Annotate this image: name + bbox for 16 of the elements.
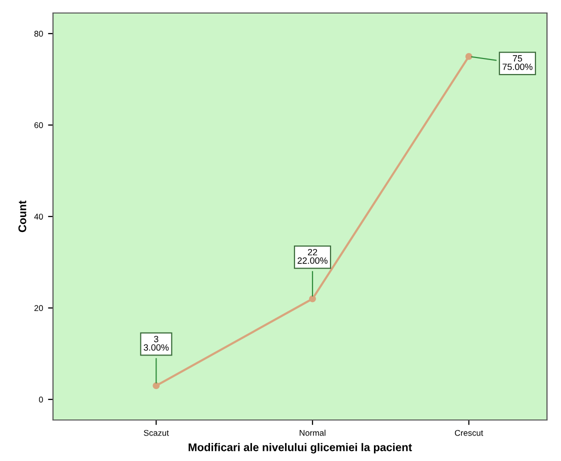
y-tick-label: 60: [34, 122, 43, 128]
y-tick-label: 0: [38, 396, 43, 403]
y-tick-label: 40: [34, 214, 43, 220]
data-label: 3 3.00%: [144, 336, 169, 351]
x-tick-label: Scazut: [144, 430, 169, 436]
point: [465, 52, 472, 60]
y-axis-title: Count: [18, 200, 26, 232]
x-tick-label: Crescut: [454, 430, 484, 436]
y-tick-label: 80: [34, 30, 43, 37]
point: [152, 382, 160, 390]
y-tick-label: 20: [34, 305, 43, 312]
x-tick-label: Normal: [300, 430, 326, 436]
data-label: 75 75.00%: [502, 55, 532, 70]
point: [309, 295, 316, 302]
x-axis-title: Modificari ale nivelului glicemiei la pacient: [188, 443, 412, 454]
data-label: 22 22.00%: [298, 248, 328, 264]
